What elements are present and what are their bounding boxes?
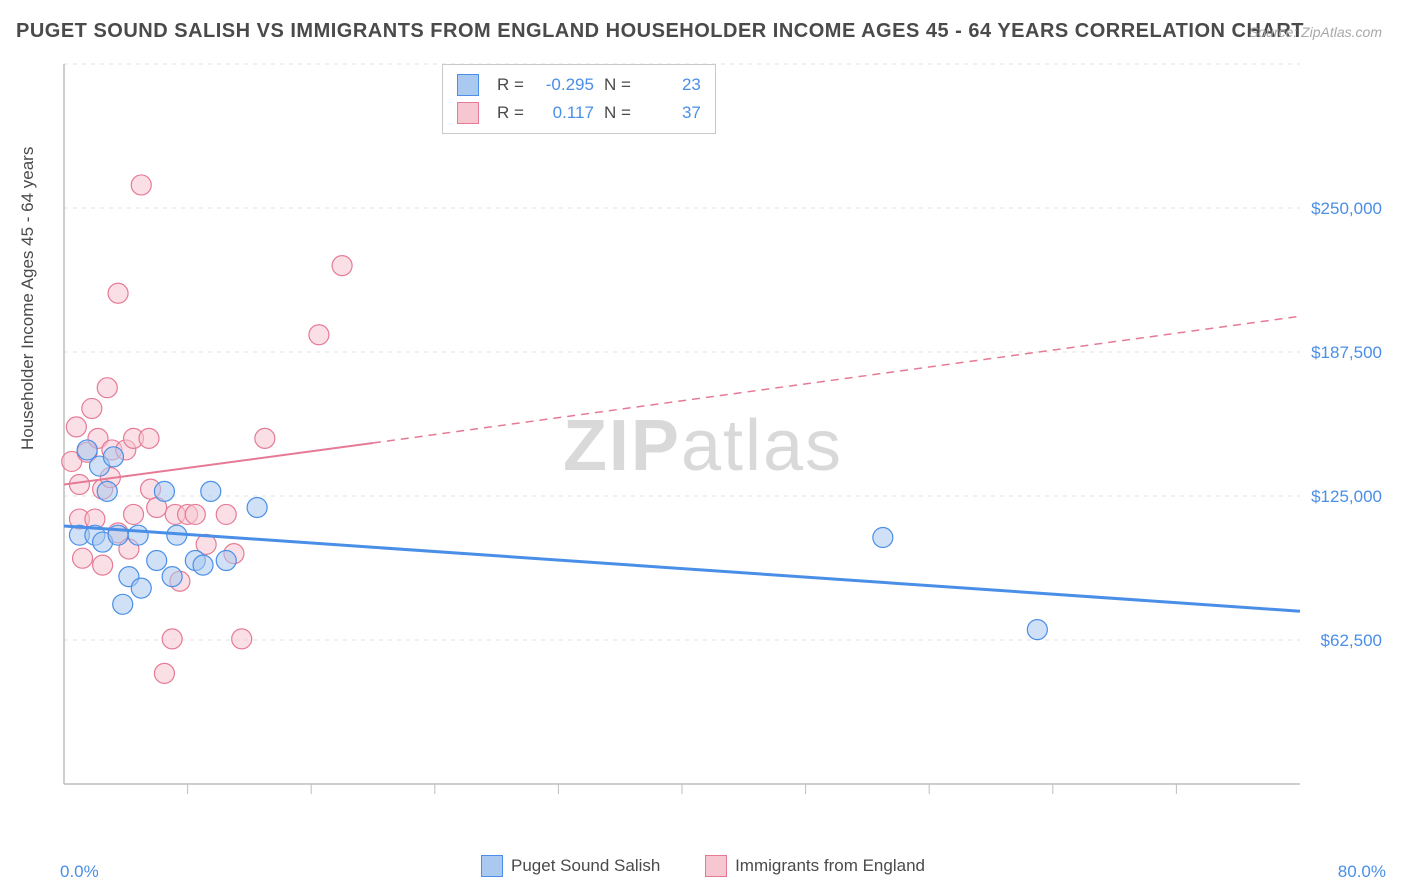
- svg-text:$250,000: $250,000: [1311, 199, 1382, 218]
- pink-r-value: 0.117: [534, 103, 594, 123]
- bottom-legend: Puget Sound Salish Immigrants from Engla…: [0, 855, 1406, 882]
- source-attribution: Source: ZipAtlas.com: [1249, 24, 1382, 40]
- n-label: N =: [604, 103, 631, 123]
- stats-row-blue: R = -0.295 N = 23: [457, 71, 701, 99]
- source-link[interactable]: ZipAtlas.com: [1301, 24, 1382, 40]
- correlation-stats-box: R = -0.295 N = 23 R = 0.117 N = 37: [442, 64, 716, 134]
- legend-label-blue: Puget Sound Salish: [511, 856, 660, 876]
- legend-item-blue: Puget Sound Salish: [481, 855, 660, 877]
- n-label: N =: [604, 75, 631, 95]
- pink-swatch-icon: [457, 102, 479, 124]
- blue-n-value: 23: [641, 75, 701, 95]
- blue-swatch-icon: [457, 74, 479, 96]
- legend-label-pink: Immigrants from England: [735, 856, 925, 876]
- svg-text:$62,500: $62,500: [1321, 631, 1382, 650]
- legend-item-pink: Immigrants from England: [705, 855, 925, 877]
- svg-text:$125,000: $125,000: [1311, 487, 1382, 506]
- svg-text:$187,500: $187,500: [1311, 343, 1382, 362]
- pink-n-value: 37: [641, 103, 701, 123]
- stats-row-pink: R = 0.117 N = 37: [457, 99, 701, 127]
- chart-title: PUGET SOUND SALISH VS IMMIGRANTS FROM EN…: [16, 20, 1304, 43]
- blue-swatch-icon: [481, 855, 503, 877]
- blue-r-value: -0.295: [534, 75, 594, 95]
- r-label: R =: [497, 75, 524, 95]
- chart-container: PUGET SOUND SALISH VS IMMIGRANTS FROM EN…: [0, 0, 1406, 892]
- scatter-plot: $62,500 $125,000 $187,500 $250,000: [60, 60, 1390, 820]
- y-axis-label: Householder Income Ages 45 - 64 years: [18, 147, 38, 450]
- r-label: R =: [497, 103, 524, 123]
- source-label: Source:: [1249, 24, 1297, 40]
- pink-swatch-icon: [705, 855, 727, 877]
